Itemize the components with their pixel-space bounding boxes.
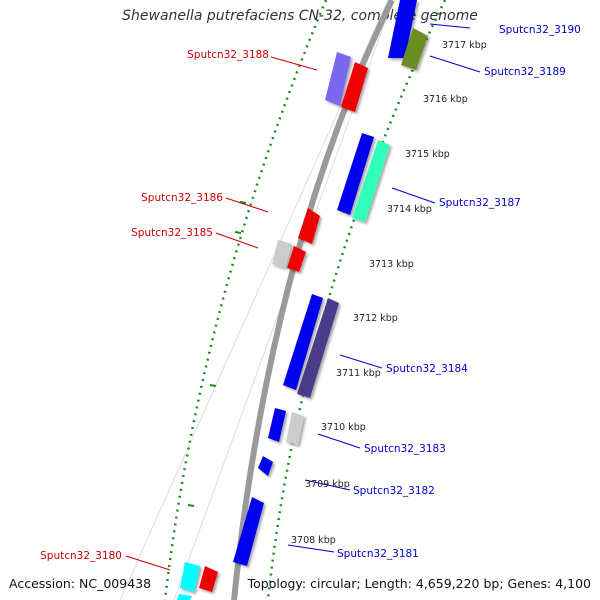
gene-label-sputcn32-3185[interactable]: Sputcn32_3185 bbox=[131, 227, 213, 239]
gene-sputcn32-3184-blue[interactable] bbox=[283, 294, 323, 390]
tick-mark bbox=[239, 201, 247, 204]
gene-label-sputcn32-3183[interactable]: Sputcn32_3183 bbox=[364, 443, 446, 455]
scale-label: 3714 kbp bbox=[387, 204, 432, 215]
scale-label: 3710 kbp bbox=[321, 422, 366, 433]
gene-sputcn32-3181[interactable] bbox=[233, 497, 264, 566]
leader-sputcn32-3184 bbox=[339, 354, 383, 369]
tick-mark bbox=[234, 231, 242, 234]
scale-label: 3712 kbp bbox=[353, 313, 398, 324]
gene-sputcn32-3183-blue[interactable] bbox=[268, 408, 286, 442]
leader-sputcn32-3185 bbox=[215, 232, 259, 249]
gene-label-sputcn32-3189[interactable]: Sputcn32_3189 bbox=[484, 66, 566, 78]
gene-label-sputcn32-3181[interactable]: Sputcn32_3181 bbox=[337, 548, 419, 560]
gene-sputcn32-3180[interactable] bbox=[199, 566, 218, 592]
scale-label: 3711 kbp bbox=[336, 368, 381, 379]
scale-label: 3709 kbp bbox=[305, 479, 350, 490]
gene-sputcn32-3185-grey[interactable] bbox=[272, 240, 292, 268]
gene-label-sputcn32-3187[interactable]: Sputcn32_3187 bbox=[439, 197, 521, 209]
gene-sputcn32-3190[interactable] bbox=[388, 0, 417, 58]
gene-label-sputcn32-3186[interactable]: Sputcn32_3186 bbox=[141, 192, 223, 204]
gene-label-sputcn32-3180[interactable]: Sputcn32_3180 bbox=[40, 550, 122, 562]
leader-sputcn32-3180 bbox=[125, 555, 171, 571]
leader-sputcn32-3188 bbox=[270, 56, 318, 71]
gene-sputcn32-3184[interactable] bbox=[297, 298, 339, 398]
leader-sputcn32-3190 bbox=[429, 23, 471, 29]
tick-mark bbox=[209, 384, 217, 387]
gene-sputcn32-3189[interactable] bbox=[401, 28, 428, 70]
leader-sputcn32-3182 bbox=[304, 479, 351, 491]
gene-sputcn32-3188[interactable] bbox=[341, 62, 368, 112]
scale-label: 3717 kbp bbox=[442, 40, 487, 51]
gene-sputcn32-3187-blue[interactable] bbox=[337, 133, 374, 215]
leader-sputcn32-3187 bbox=[391, 187, 436, 204]
gene-label-sputcn32-3190[interactable]: Sputcn32_3190 bbox=[499, 24, 581, 36]
gene-sputcn32-3188-purple[interactable] bbox=[325, 52, 351, 106]
gene-label-sputcn32-3188[interactable]: Sputcn32_3188 bbox=[187, 49, 269, 61]
leader-sputcn32-3189 bbox=[429, 55, 481, 73]
leader-sputcn32-3186 bbox=[225, 197, 269, 213]
tick-mark bbox=[187, 504, 195, 507]
gene-label-sputcn32-3182[interactable]: Sputcn32_3182 bbox=[353, 485, 435, 497]
gene-label-sputcn32-3184[interactable]: Sputcn32_3184 bbox=[386, 363, 468, 375]
genome-summary-text: Topology: circular; Length: 4,659,220 bp… bbox=[247, 576, 591, 591]
inner-tick-ring bbox=[163, 0, 328, 600]
leader-sputcn32-3183 bbox=[317, 433, 361, 449]
gene-sputcn32-3186[interactable] bbox=[298, 208, 320, 244]
leader-sputcn32-3181 bbox=[287, 544, 335, 553]
gene-sputcn32-3185[interactable] bbox=[287, 246, 306, 272]
accession-text: Accession: NC_009438 bbox=[9, 576, 152, 591]
gene-partial[interactable] bbox=[177, 594, 192, 600]
scale-label: 3716 kbp bbox=[423, 94, 468, 105]
gene-sputcn32-3182[interactable] bbox=[258, 456, 273, 476]
scale-label: 3708 kbp bbox=[291, 535, 336, 546]
gene-sputcn32-3183[interactable] bbox=[286, 412, 304, 445]
gene-sputcn32-3187[interactable] bbox=[352, 140, 390, 222]
scale-label: 3715 kbp bbox=[405, 149, 450, 160]
gene-sputcn32-3180-cyan[interactable] bbox=[180, 562, 200, 592]
scale-label: 3713 kbp bbox=[369, 259, 414, 270]
